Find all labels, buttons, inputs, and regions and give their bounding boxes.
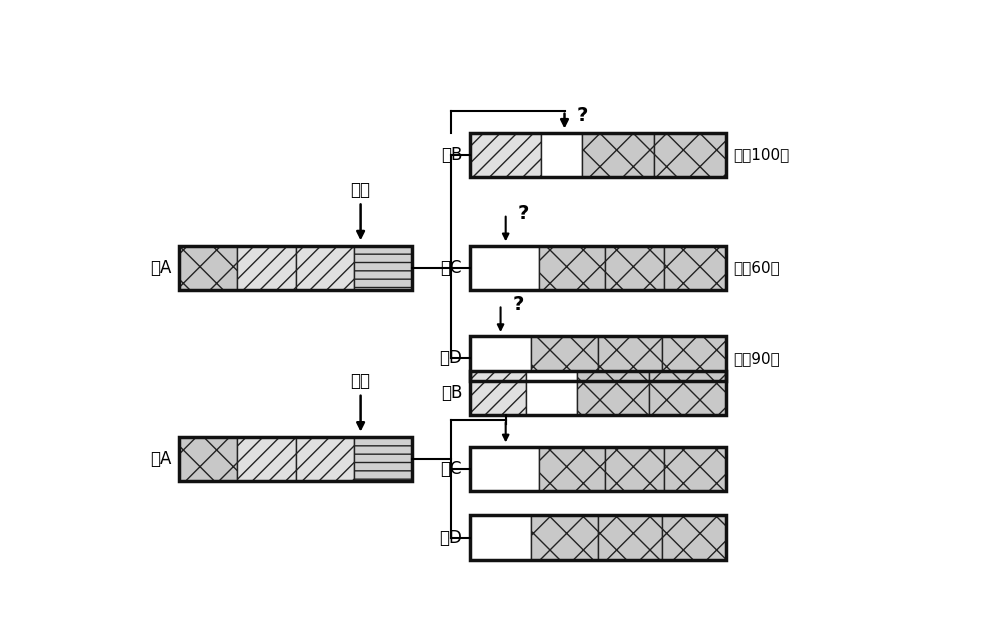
Bar: [470, 133, 541, 177]
Bar: [237, 437, 296, 481]
Bar: [470, 371, 726, 415]
Bar: [470, 371, 526, 415]
Bar: [470, 246, 539, 290]
Bar: [662, 515, 726, 559]
Text: 块B: 块B: [441, 146, 462, 164]
Bar: [598, 336, 662, 380]
Bar: [470, 133, 726, 177]
Text: 块D: 块D: [439, 350, 462, 368]
Bar: [179, 437, 237, 481]
Text: 块C: 块C: [441, 259, 462, 276]
Bar: [539, 447, 605, 491]
Bar: [649, 371, 726, 415]
Bar: [470, 336, 531, 380]
Bar: [470, 447, 539, 491]
Bar: [662, 336, 726, 380]
Bar: [237, 246, 296, 290]
Text: 块A: 块A: [150, 450, 172, 468]
Bar: [470, 336, 726, 380]
Text: 更新: 更新: [351, 181, 371, 199]
Text: 已擦90次: 已擦90次: [733, 351, 780, 366]
Bar: [296, 246, 354, 290]
Bar: [179, 437, 412, 481]
Bar: [179, 246, 237, 290]
Bar: [296, 437, 354, 481]
Bar: [539, 246, 605, 290]
Bar: [605, 246, 664, 290]
Bar: [531, 515, 598, 559]
Text: ?: ?: [577, 106, 588, 125]
Bar: [605, 447, 664, 491]
Bar: [541, 133, 582, 177]
Bar: [664, 447, 726, 491]
Text: 块D: 块D: [439, 529, 462, 547]
Bar: [470, 447, 726, 491]
Bar: [582, 133, 654, 177]
Text: ?: ?: [513, 295, 524, 314]
Bar: [526, 371, 577, 415]
Bar: [470, 515, 531, 559]
Bar: [470, 246, 726, 290]
Text: 已擦60次: 已擦60次: [733, 261, 780, 275]
Text: 已擦100次: 已擦100次: [733, 147, 790, 162]
Text: 块A: 块A: [150, 259, 172, 276]
Bar: [577, 371, 649, 415]
Text: 无效: 无效: [351, 373, 371, 390]
Bar: [664, 246, 726, 290]
Text: 块C: 块C: [441, 460, 462, 478]
Bar: [470, 515, 726, 559]
Bar: [179, 246, 412, 290]
Bar: [598, 515, 662, 559]
Bar: [654, 133, 726, 177]
Bar: [354, 437, 412, 481]
Text: ?: ?: [518, 204, 529, 224]
Bar: [531, 336, 598, 380]
Bar: [354, 246, 412, 290]
Text: 块B: 块B: [441, 384, 462, 402]
